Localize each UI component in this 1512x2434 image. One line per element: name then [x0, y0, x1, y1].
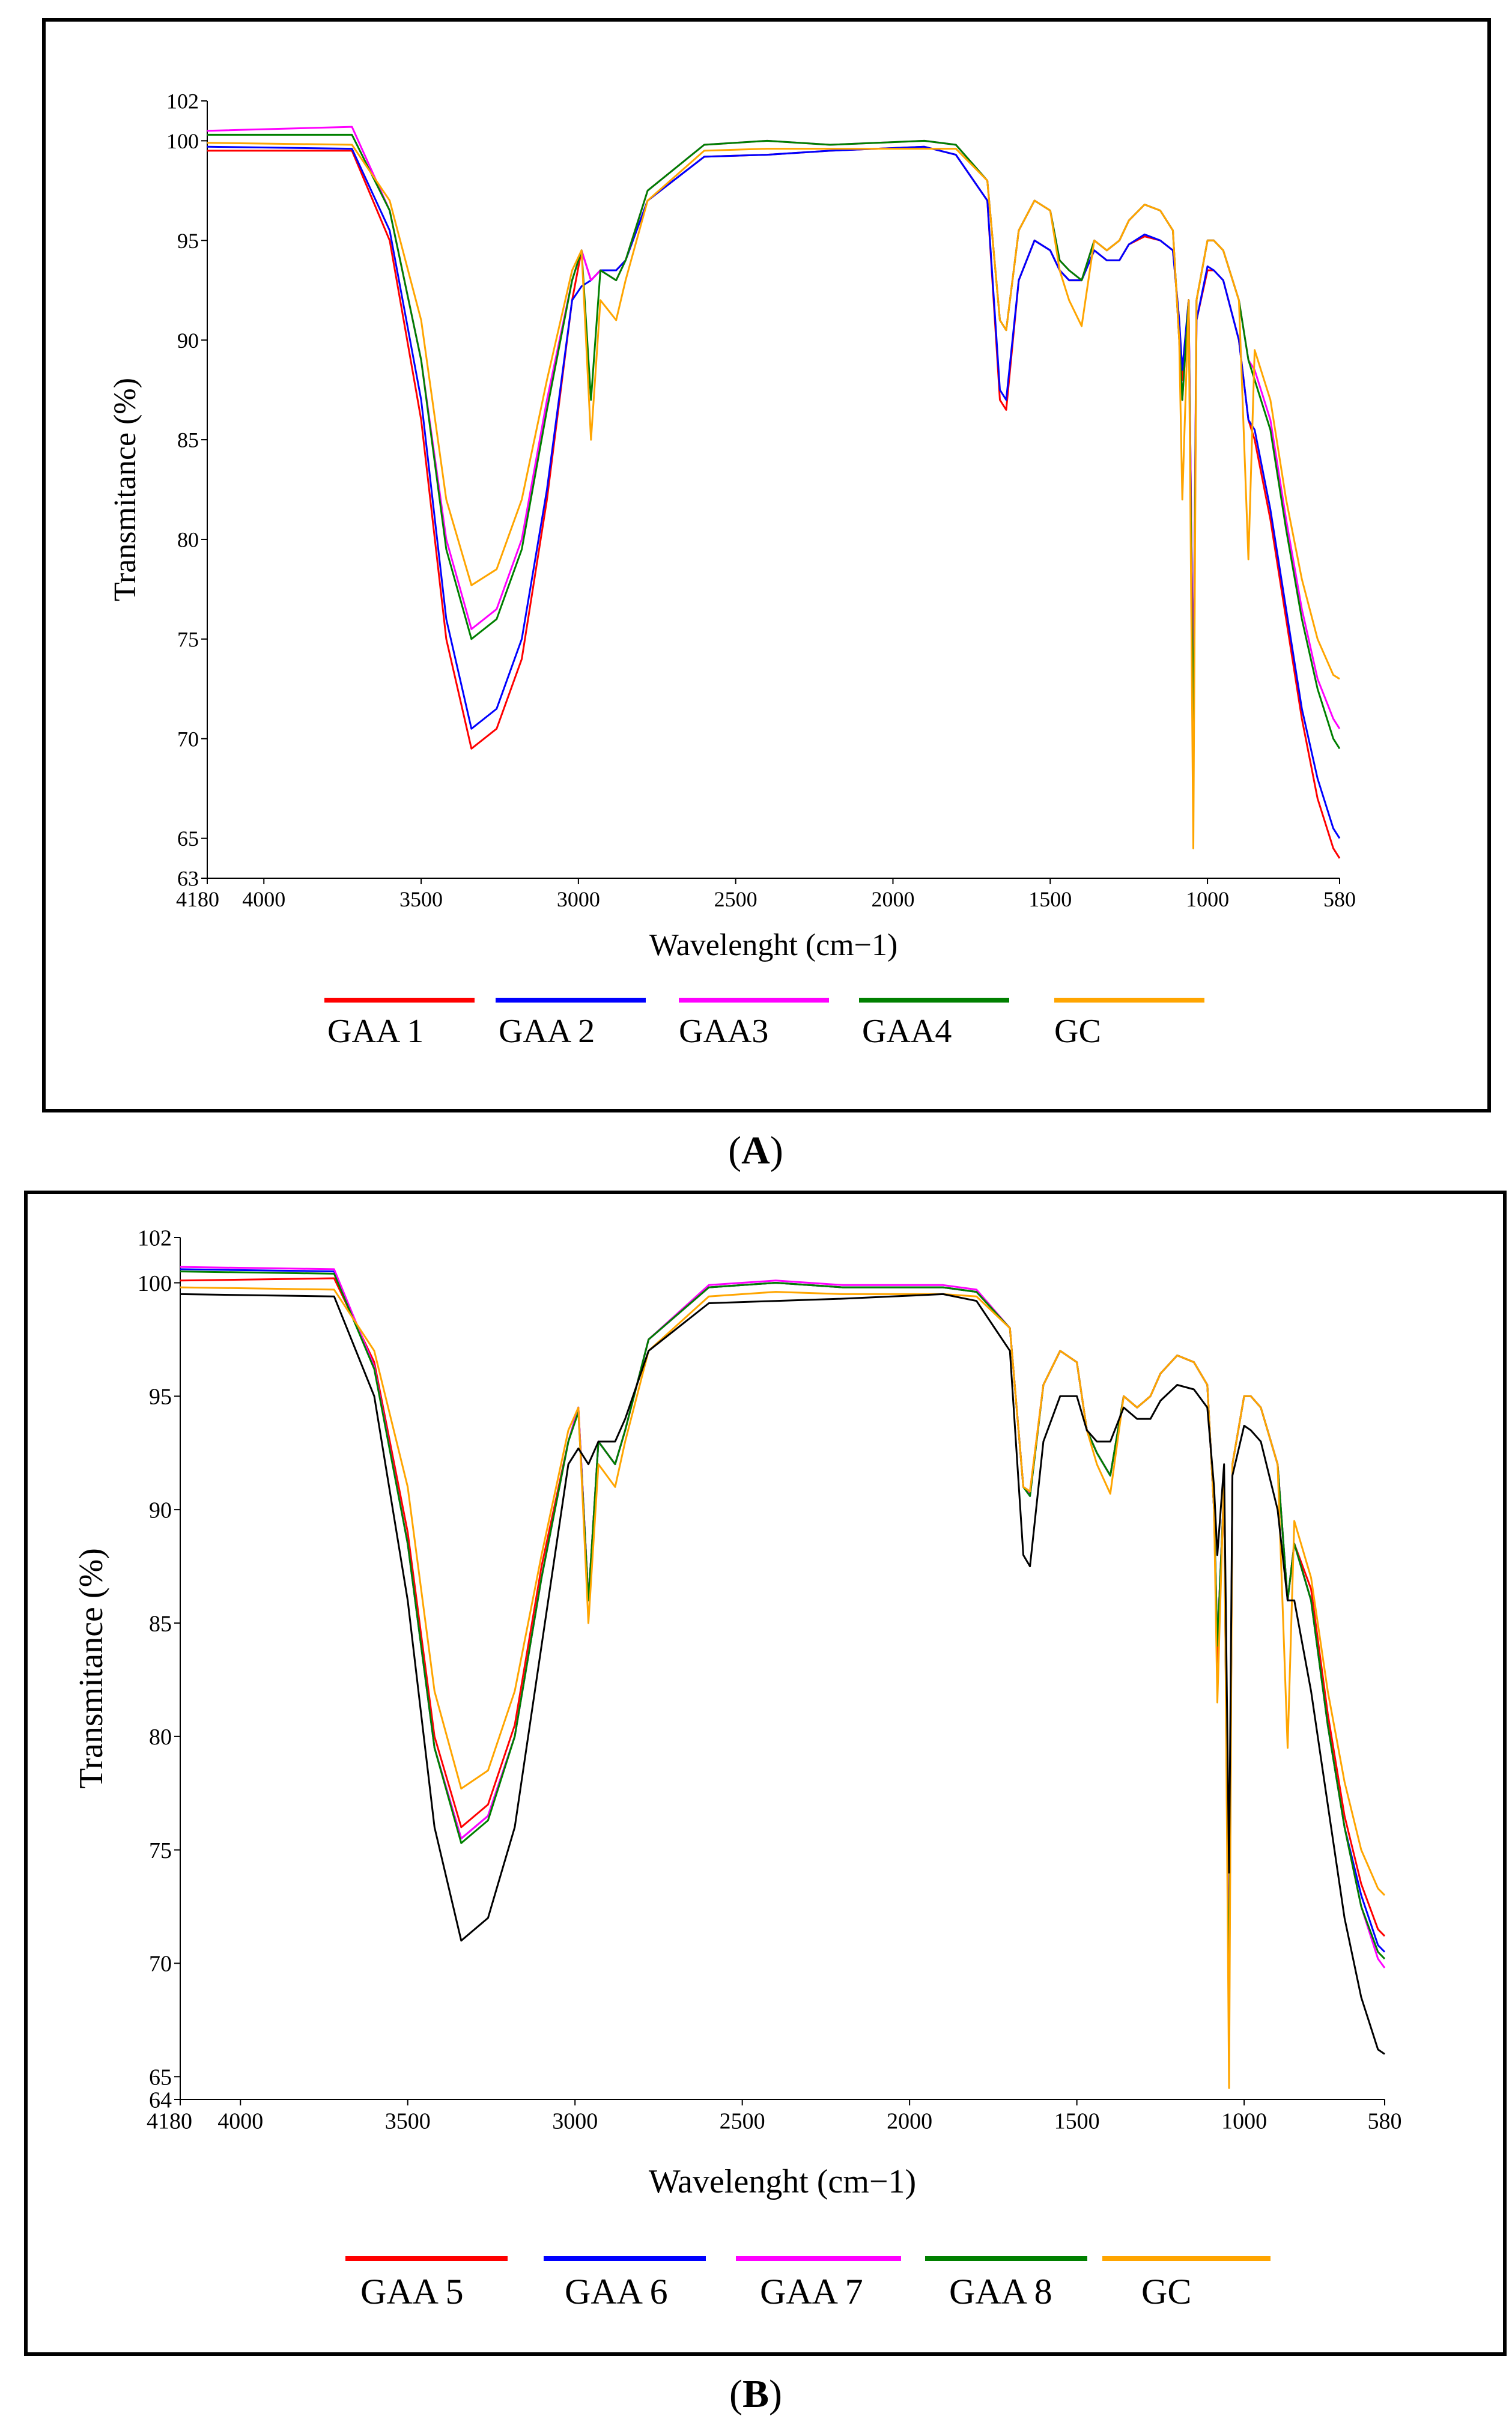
panel-a-y-tick-label: 100 — [166, 129, 199, 153]
panel-b-legend-label-gaa5: GAA 5 — [360, 2272, 464, 2311]
panel-a-x-tick-label: 3000 — [557, 887, 600, 911]
panel-b-x-tick-label: 4180 — [147, 2108, 192, 2134]
panel-b-x-tick-label: 1500 — [1054, 2108, 1100, 2134]
panel-a-x-tick-label: 2500 — [714, 887, 758, 911]
panel-b-x-tick-label: 3000 — [552, 2108, 598, 2134]
panel-a-y-tick-label: 85 — [177, 428, 199, 452]
panel-b-x-tick-label: 2000 — [887, 2108, 932, 2134]
panel-a-y-tick-label: 90 — [177, 329, 199, 353]
panel-b-letter: B — [742, 2372, 770, 2416]
panel-a-frame — [42, 18, 1491, 1112]
panel-b-y-tick-label: 70 — [149, 1952, 172, 1977]
panel-a-legend-label-gaa1: GAA 1 — [327, 1013, 424, 1050]
panel-b-y-tick-label: 90 — [149, 1498, 172, 1523]
panel-a-y-tick-label: 75 — [177, 627, 199, 651]
panel-a-series-gc-line — [207, 142, 1340, 849]
panel-a-x-tick-label: 2000 — [871, 887, 914, 911]
panel-b-y-tick-label: 85 — [149, 1611, 172, 1636]
panel-b-y-tick-label: 80 — [149, 1725, 172, 1750]
panel-b-y-tick-label: 95 — [149, 1385, 172, 1410]
panel-a-letter: A — [741, 1129, 770, 1173]
panel-a-legend-label-gc: GC — [1054, 1013, 1101, 1050]
panel-b-legend-label-gaa6: GAA 6 — [565, 2272, 668, 2311]
panel-a-x-axis-label: Wavelenght (cm−1) — [649, 928, 898, 962]
panel-b-series-reference-line — [180, 1293, 1385, 2055]
panel-a-y-tick-label: 80 — [177, 528, 199, 552]
panel-b-label: (B) — [729, 2372, 782, 2416]
panel-b-x-tick-label: 4000 — [217, 2108, 263, 2134]
panel-a-x-tick-label: 4180 — [176, 887, 219, 911]
panel-a-x-tick-label: 580 — [1323, 887, 1356, 911]
panel-b-x-tick-label: 1000 — [1221, 2108, 1267, 2134]
panel-a-series-gaa4-line — [207, 133, 1341, 760]
panel-a-label: (A) — [728, 1129, 783, 1173]
panel-a-x-tick-label: 1500 — [1028, 887, 1072, 911]
panel-b-y-tick-label: 65 — [149, 2065, 172, 2090]
panel-b-y-tick-label: 64 — [149, 2087, 172, 2113]
panel-a-y-tick-label: 63 — [177, 867, 199, 891]
panel-a-legend-label-gaa3: GAA3 — [679, 1013, 768, 1050]
panel-b-legend-label-gaa8: GAA 8 — [949, 2272, 1052, 2311]
panel-a-series-gaa1-line — [207, 145, 1341, 859]
panel-b-frame — [24, 1191, 1507, 2356]
panel-a-y-tick-label: 95 — [177, 229, 199, 253]
panel-b-y-tick-label: 102 — [138, 1225, 172, 1251]
panel-b-x-tick-label: 3500 — [385, 2108, 431, 2134]
panel-a-y-axis-label: Transmitance (%) — [108, 378, 142, 601]
panel-a-y-tick-label: 70 — [177, 727, 199, 751]
panel-b-x-tick-label: 580 — [1368, 2108, 1402, 2134]
panel-a-x-tick-label: 1000 — [1186, 887, 1229, 911]
panel-a-legend-label-gaa2: GAA 2 — [499, 1013, 595, 1050]
panel-b-series-gaa8-line — [180, 1270, 1386, 2033]
panel-b-y-axis-label: Transmitance (%) — [73, 1548, 110, 1789]
panel-a-y-tick-label: 65 — [177, 827, 199, 851]
panel-b-legend-label-gc: GC — [1141, 2272, 1191, 2311]
panel-b-legend-label-gaa7: GAA 7 — [760, 2272, 863, 2311]
panel-b-x-axis-label: Wavelenght (cm−1) — [649, 2163, 916, 2200]
panel-b-x-tick-label: 2500 — [720, 2108, 765, 2134]
panel-a-x-tick-label: 4000 — [242, 887, 285, 911]
panel-a-series-gaa2-line — [207, 145, 1341, 839]
panel-a-legend-label-gaa4: GAA4 — [862, 1013, 952, 1050]
panel-b-y-tick-label: 75 — [149, 1838, 172, 1863]
panel-b-y-tick-label: 100 — [138, 1271, 172, 1296]
panel-b-series-gaa5-line — [180, 1277, 1386, 2044]
panel-a-x-tick-label: 3500 — [399, 887, 443, 911]
panel-a-series-gaa3-line — [207, 126, 1341, 730]
panel-b-series-gc-line — [180, 1286, 1386, 2089]
panel-a-y-tick-label: 102 — [166, 90, 199, 114]
